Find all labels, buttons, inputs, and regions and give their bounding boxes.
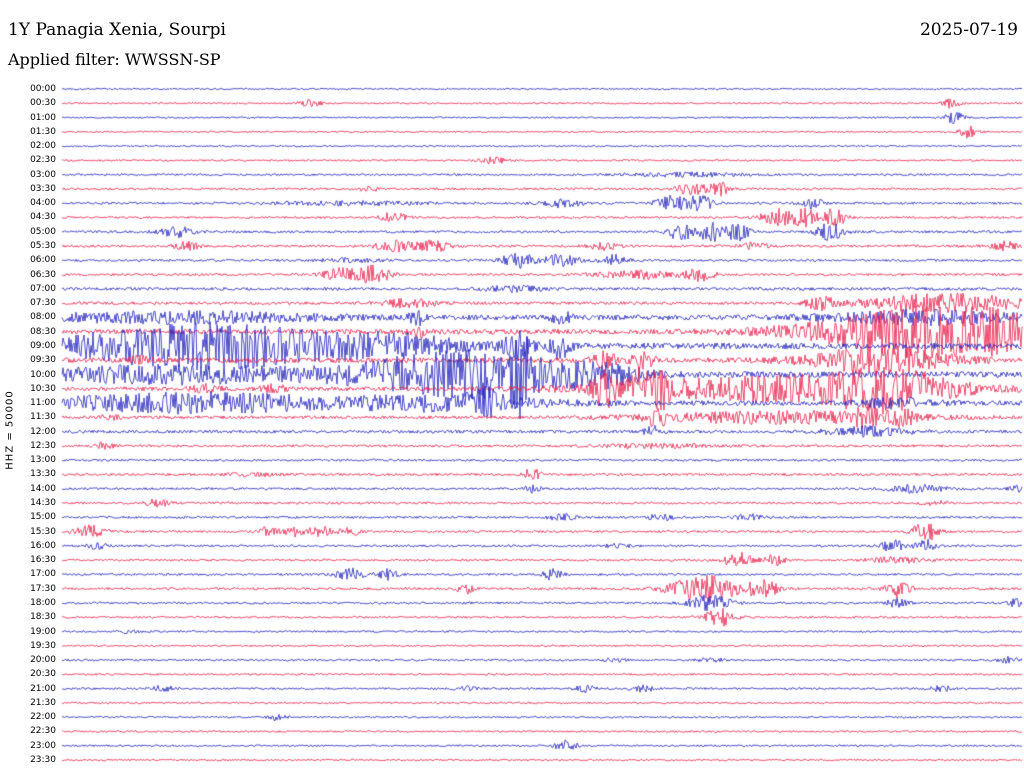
time-label: 13:00 xyxy=(30,455,56,466)
page-title: 1Y Panagia Xenia, Sourpi xyxy=(8,20,226,40)
time-label: 10:30 xyxy=(30,383,56,394)
time-label: 04:30 xyxy=(30,212,56,223)
time-label: 04:00 xyxy=(30,198,56,209)
time-label: 00:30 xyxy=(30,98,56,109)
time-label: 07:30 xyxy=(30,298,56,309)
time-label: 02:30 xyxy=(30,155,56,166)
time-label: 11:30 xyxy=(30,412,56,423)
time-label: 14:00 xyxy=(30,483,56,494)
time-label: 12:00 xyxy=(30,426,56,437)
date-label: 2025-07-19 xyxy=(919,20,1018,40)
time-label: 05:00 xyxy=(30,226,56,237)
time-label: 03:00 xyxy=(30,169,56,180)
time-label: 19:30 xyxy=(30,640,56,651)
filter-label: Applied filter: WWSSN-SP xyxy=(8,50,221,69)
time-label: 23:30 xyxy=(30,755,56,765)
time-label: 00:00 xyxy=(30,84,56,94)
time-label: 17:00 xyxy=(30,569,56,580)
time-label: 20:00 xyxy=(30,655,56,666)
time-label: 03:30 xyxy=(30,183,56,194)
time-label: 05:30 xyxy=(30,241,56,252)
time-label: 21:30 xyxy=(30,697,56,708)
time-label: 19:00 xyxy=(30,626,56,637)
time-label: 08:30 xyxy=(30,326,56,337)
time-label: 16:00 xyxy=(30,540,56,551)
time-label: 21:00 xyxy=(30,683,56,694)
time-label: 09:00 xyxy=(30,340,56,351)
time-label: 17:30 xyxy=(30,583,56,594)
time-label: 06:00 xyxy=(30,255,56,266)
time-label: 23:00 xyxy=(30,740,56,751)
time-label: 01:00 xyxy=(30,112,56,123)
time-label: 18:00 xyxy=(30,597,56,608)
time-label: 15:30 xyxy=(30,526,56,537)
time-label: 14:30 xyxy=(30,498,56,509)
time-label: 01:30 xyxy=(30,126,56,137)
time-label: 15:00 xyxy=(30,512,56,523)
time-label: 08:00 xyxy=(30,312,56,323)
time-label: 06:30 xyxy=(30,269,56,280)
time-label: 11:00 xyxy=(30,398,56,409)
time-label: 20:30 xyxy=(30,669,56,680)
time-label: 22:00 xyxy=(30,712,56,723)
time-label: 22:30 xyxy=(30,726,56,737)
time-label: 16:30 xyxy=(30,555,56,566)
time-label: 10:00 xyxy=(30,369,56,380)
time-label: 07:00 xyxy=(30,283,56,294)
time-label: 02:00 xyxy=(30,141,56,152)
time-label: 12:30 xyxy=(30,440,56,451)
time-label: 09:30 xyxy=(30,355,56,366)
time-label: 13:30 xyxy=(30,469,56,480)
time-label: 18:30 xyxy=(30,612,56,623)
